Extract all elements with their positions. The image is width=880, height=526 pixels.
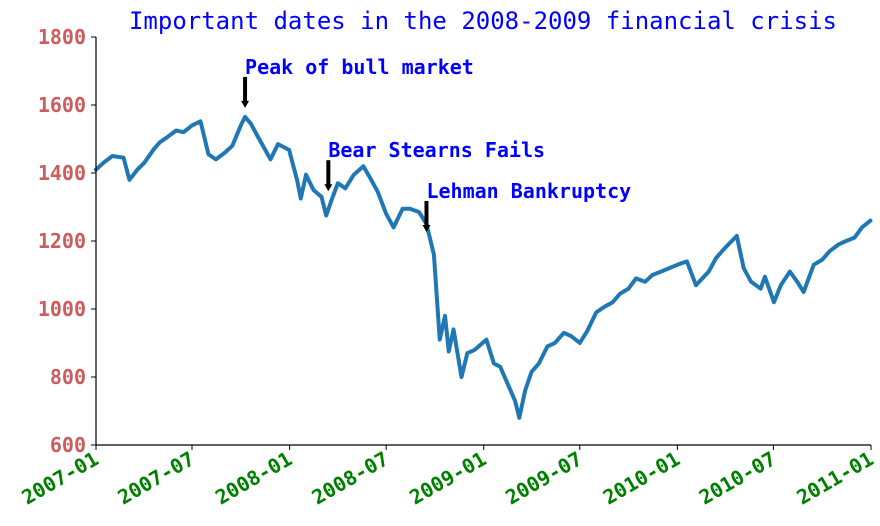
- y-tick-label: 800: [50, 365, 86, 389]
- annotation-peak-of-bull-market: Peak of bull market: [241, 55, 474, 108]
- annotation-label: Peak of bull market: [245, 55, 474, 79]
- annotation-arrow-head: [422, 225, 431, 232]
- annotations: Peak of bull market Bear Stearns Fails Leh…: [241, 55, 631, 232]
- x-tick-label: 2010-01: [599, 447, 684, 510]
- y-axis-ticks: 600 800 1000 1200 1400 1600 1800: [38, 25, 96, 457]
- x-tick-label: 2008-07: [308, 447, 393, 510]
- y-tick-label: 1800: [38, 25, 86, 49]
- annotation-lehman-bankruptcy: Lehman Bankruptcy: [422, 179, 631, 232]
- y-tick-label: 1400: [38, 161, 86, 185]
- plot-area: [94, 114, 873, 420]
- x-tick-label: 2011-01: [792, 447, 877, 510]
- annotation-arrow-head: [241, 100, 250, 108]
- y-tick-label: 600: [50, 433, 86, 457]
- x-tick-label: 2008-01: [211, 447, 296, 510]
- annotation-arrow-head: [324, 184, 333, 192]
- y-tick-label: 1200: [38, 229, 86, 253]
- annotation-label: Bear Stearns Fails: [328, 138, 545, 162]
- chart-title: Important dates in the 2008-2009 financi…: [129, 7, 837, 35]
- annotation-label: Lehman Bankruptcy: [426, 179, 631, 203]
- annotation-bear-stearns-fails: Bear Stearns Fails: [324, 138, 545, 192]
- x-tick-label: 2010-07: [695, 447, 780, 510]
- x-tick-label: 2007-07: [114, 447, 199, 510]
- x-tick-label: 2009-07: [501, 447, 586, 510]
- x-axis-ticks: 2007-01 2007-07 2008-01 2008-07 2009-01 2009-…: [17, 445, 878, 510]
- y-tick-label: 1600: [38, 93, 86, 117]
- x-tick-label: 2009-01: [405, 447, 490, 510]
- series-line: [94, 114, 873, 420]
- y-tick-label: 1000: [38, 297, 86, 321]
